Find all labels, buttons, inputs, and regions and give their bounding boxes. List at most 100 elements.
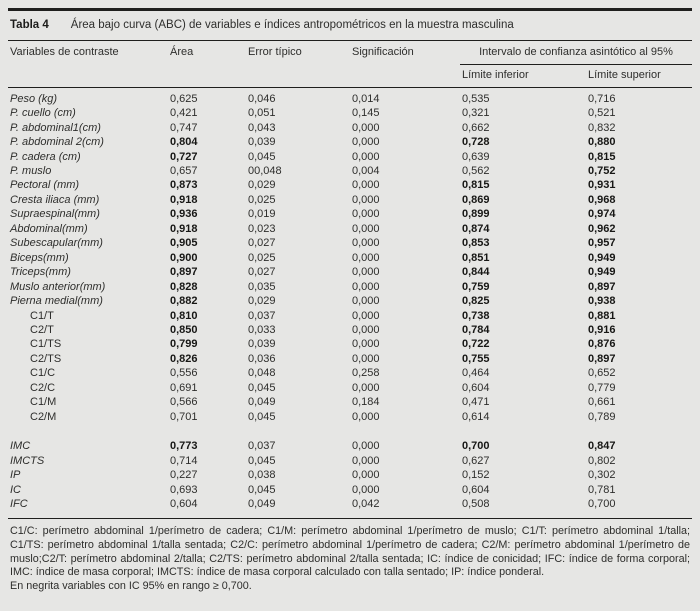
error-cell: 0,036 [248,352,276,365]
area-cell: 0,882 [170,295,198,308]
variable-cell: Peso (kg) [10,92,58,105]
table-row: C2/T 0,850 0,033 0,000 0,784 0,916 [8,323,692,337]
ci-lower-cell: 0,874 [462,222,490,235]
ci-upper-cell: 0,661 [588,396,616,409]
area-cell: 0,850 [170,324,198,336]
ci-upper-cell: 0,880 [588,136,616,149]
area-cell: 0,714 [170,454,198,467]
ci-upper-cell: 0,931 [588,179,616,192]
ci-upper-cell: 0,781 [588,483,616,496]
ci-lower-cell: 0,321 [462,107,490,120]
area-cell: 0,918 [170,193,198,206]
table-row: Abdominal(mm) 0,918 0,023 0,000 0,874 0,962 [8,222,692,236]
footnote-abbreviations: C1/C: perímetro abdominal 1/perímetro de… [10,525,690,579]
table-row: IMC 0,773 0,037 0,000 0,700 0,847 [8,424,692,453]
significance-cell: 0,258 [352,367,380,380]
significance-cell: 0,000 [352,469,380,482]
significance-cell: 0,000 [352,410,380,423]
table-row: Triceps(mm) 0,897 0,027 0,000 0,844 0,949 [8,265,692,279]
error-cell: 0,025 [248,251,276,264]
error-cell: 0,027 [248,266,276,279]
table-row: Supraespinal(mm) 0,936 0,019 0,000 0,899 0,97… [8,207,692,221]
ci-lower-cell: 0,662 [462,121,490,134]
table-row: P. abdominal1(cm) 0,747 0,043 0,000 0,662 0,8… [8,121,692,135]
table-body: Peso (kg) 0,625 0,046 0,014 0,535 0,716 P. cue… [8,87,692,518]
error-cell: 00,048 [248,165,282,178]
area-cell: 0,701 [170,410,198,423]
ci-lower-cell: 0,627 [462,454,490,467]
error-cell: 0,049 [248,396,276,409]
ci-upper-cell: 0,876 [588,338,616,351]
ci-lower-cell: 0,700 [462,440,490,453]
error-cell: 0,029 [248,295,276,308]
table-row: C2/C 0,691 0,045 0,000 0,604 0,779 [8,381,692,395]
ci-lower-cell: 0,844 [462,266,490,279]
significance-cell: 0,184 [352,396,380,409]
variable-cell: P. muslo [10,165,52,178]
error-cell: 0,027 [248,237,276,250]
ci-upper-cell: 0,521 [588,107,616,120]
significance-cell: 0,145 [352,107,380,120]
column-header-ci-upper: Límite superior [586,64,692,88]
table-label: Tabla 4 [10,19,49,31]
ci-lower-cell: 0,604 [462,483,490,496]
table-row: IC 0,693 0,045 0,000 0,604 0,781 [8,483,692,497]
significance-cell: 0,000 [352,136,380,149]
error-cell: 0,033 [248,324,276,336]
significance-cell: 0,000 [352,483,380,496]
variable-cell: C2/M [30,410,57,423]
area-cell: 0,905 [170,237,198,250]
error-cell: 0,045 [248,381,276,394]
error-cell: 0,046 [248,92,276,105]
variable-cell: C1/T [30,309,54,322]
ci-upper-cell: 0,847 [588,440,616,453]
ci-upper-cell: 0,974 [588,208,616,221]
column-header-ci-group: Intervalo de confianza asintótico al 95% [460,41,692,65]
significance-cell: 0,000 [352,295,380,308]
significance-cell: 0,004 [352,165,380,178]
ci-upper-cell: 0,789 [588,410,616,423]
variable-cell: Pectoral (mm) [10,179,80,192]
error-cell: 0,038 [248,469,276,482]
column-header-area: Área [168,41,246,88]
column-header-error: Error típico [246,41,350,88]
table-row: IP 0,227 0,038 0,000 0,152 0,302 [8,468,692,482]
area-cell: 0,773 [170,440,198,453]
area-cell: 0,918 [170,222,198,235]
variable-cell: P. cuello (cm) [10,107,76,120]
area-cell: 0,804 [170,136,198,149]
error-cell: 0,045 [248,483,276,496]
area-cell: 0,604 [170,497,198,510]
ci-lower-cell: 0,755 [462,352,490,365]
variable-cell: IP [10,469,21,482]
area-cell: 0,826 [170,352,198,365]
table-row: C1/T 0,810 0,037 0,000 0,738 0,881 [8,309,692,323]
significance-cell: 0,000 [352,309,380,322]
table-row: Biceps(mm) 0,900 0,025 0,000 0,851 0,949 [8,251,692,265]
ci-lower-cell: 0,728 [462,136,490,149]
significance-cell: 0,000 [352,208,380,221]
ci-upper-cell: 0,957 [588,237,616,250]
ci-upper-cell: 0,802 [588,454,616,467]
area-cell: 0,657 [170,165,198,178]
ci-lower-cell: 0,508 [462,497,490,510]
ci-upper-cell: 0,916 [588,324,616,336]
table-row: Cresta iliaca (mm) 0,918 0,025 0,000 0,869 0,… [8,193,692,207]
ci-lower-cell: 0,815 [462,179,490,192]
variable-cell: IC [10,483,21,496]
significance-cell: 0,000 [352,324,380,336]
ci-upper-cell: 0,897 [588,352,616,365]
error-cell: 0,023 [248,222,276,235]
variable-cell: C2/T [30,324,54,336]
table-row: IMCTS 0,714 0,045 0,000 0,627 0,802 [8,454,692,468]
column-header-ci-lower: Límite inferior [460,64,586,88]
ci-upper-cell: 0,700 [588,497,616,510]
table-footnotes: C1/C: perímetro abdominal 1/perímetro de… [8,518,692,593]
variable-cell: IFC [10,497,28,510]
area-cell: 0,625 [170,92,198,105]
variable-cell: Subescapular(mm) [10,237,103,250]
variable-cell: C1/C [30,367,56,380]
significance-cell: 0,000 [352,266,380,279]
error-cell: 0,043 [248,121,276,134]
ci-lower-cell: 0,562 [462,165,490,178]
